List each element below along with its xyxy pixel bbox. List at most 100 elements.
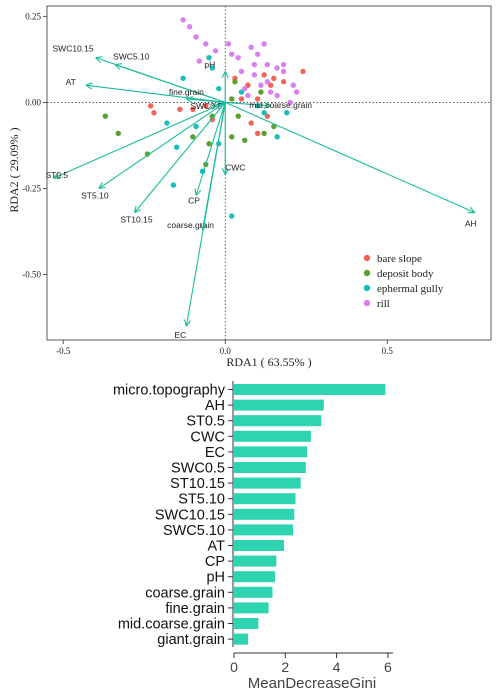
bar-category-label: coarse.grain bbox=[145, 585, 225, 601]
vector-arrowhead bbox=[186, 95, 194, 100]
vector-arrow bbox=[85, 84, 226, 103]
sample-point bbox=[271, 123, 277, 130]
sample-point bbox=[186, 23, 193, 30]
legend-swatch bbox=[363, 254, 371, 262]
vector-arrowhead bbox=[114, 64, 121, 70]
bar-category-label: CP bbox=[205, 554, 225, 570]
vector-arrowhead bbox=[195, 189, 202, 196]
sample-point bbox=[261, 72, 267, 78]
vector-label: SWC0.5 bbox=[190, 101, 222, 111]
sample-point bbox=[290, 82, 297, 88]
bar-category-label: SWC10.15 bbox=[155, 507, 225, 523]
bar-category-label: CWC bbox=[190, 429, 225, 445]
vector-arrowhead bbox=[185, 320, 191, 327]
sample-point bbox=[254, 51, 261, 57]
sample-point bbox=[245, 82, 251, 88]
vector-arrowhead bbox=[53, 172, 59, 179]
sample-point bbox=[225, 41, 232, 47]
x-axis-label: RDA1 ( 63.55% ) bbox=[226, 355, 311, 369]
vector-arrowhead bbox=[224, 168, 229, 175]
sample-point bbox=[177, 106, 183, 112]
bar bbox=[234, 555, 277, 567]
sample-point bbox=[148, 103, 154, 109]
sample-point bbox=[251, 61, 258, 68]
sample-point bbox=[267, 82, 274, 88]
vector-arrow bbox=[186, 98, 226, 103]
rda-axis-ticks: -0.5 0.0 0.5 0.25 0.00 -0.25 -0.50 bbox=[22, 11, 393, 356]
bar-category-label: AT bbox=[208, 539, 226, 555]
bar-category-label: fine.grain bbox=[165, 601, 225, 617]
legend-label: rill bbox=[377, 298, 390, 310]
sample-point bbox=[229, 213, 235, 219]
sample-point bbox=[193, 123, 199, 130]
sample-point bbox=[203, 103, 209, 109]
sample-point bbox=[170, 182, 177, 188]
sample-point bbox=[241, 85, 248, 92]
bar-category-label: mid.coarse.grain bbox=[118, 617, 225, 633]
vector-label: AT bbox=[66, 77, 76, 87]
bar-category-label: giant.grain bbox=[157, 632, 225, 648]
vector-label: mid.coarse.grain bbox=[249, 100, 312, 110]
legend-swatch bbox=[363, 299, 371, 307]
vector-label: EC bbox=[174, 330, 186, 340]
legend: bare slope deposit body ephermal gully rill bbox=[363, 253, 444, 310]
sample-point bbox=[235, 113, 241, 119]
vector-label: CP bbox=[188, 195, 200, 205]
sample-point bbox=[229, 51, 235, 57]
vector-arrowhead bbox=[95, 57, 101, 63]
environment-vectors: SWC10.15 SWC5.10 AT pH fine.grain SWC0.5 mid.c… bbox=[45, 44, 476, 341]
sample-point bbox=[284, 110, 290, 116]
vector-arrowhead bbox=[85, 84, 93, 90]
vector-arrowhead bbox=[183, 319, 187, 327]
sample-point bbox=[271, 75, 277, 82]
sample-point bbox=[203, 41, 209, 47]
sample-point bbox=[258, 82, 264, 88]
bar-x-tick-label: 0 bbox=[230, 659, 238, 675]
bars bbox=[234, 384, 386, 645]
vector-arrowhead bbox=[186, 98, 193, 104]
sample-point bbox=[151, 110, 157, 116]
bar bbox=[234, 415, 322, 427]
vector-arrowhead bbox=[224, 71, 229, 78]
vector-label: SWC10.15 bbox=[53, 44, 94, 54]
sample-point bbox=[254, 96, 261, 102]
y-axis-label: RDA2 ( 29.09% ) bbox=[7, 127, 21, 212]
sample-point bbox=[180, 17, 186, 23]
y-tick-label: -0.25 bbox=[22, 183, 41, 193]
x-tick-label: 0.5 bbox=[382, 346, 394, 356]
sample-point bbox=[248, 120, 254, 126]
sample-point bbox=[206, 54, 212, 61]
vector-label: CWC bbox=[225, 163, 245, 173]
bar-x-ticks: 0 2 4 6 bbox=[230, 653, 392, 675]
sample-point bbox=[274, 134, 280, 140]
gini-bar-chart: micro.topographyAHST0.5CWCECSWC0.5ST10.1… bbox=[113, 381, 393, 692]
x-tick-label: 0.0 bbox=[220, 346, 232, 356]
sample-point bbox=[232, 79, 238, 85]
vector-arrowhead bbox=[221, 168, 226, 175]
legend-label: bare slope bbox=[377, 253, 422, 265]
vector-arrow bbox=[114, 64, 226, 103]
sample-point bbox=[248, 44, 254, 51]
vector-label: fine.grain bbox=[169, 87, 204, 97]
legend-label: deposit body bbox=[377, 268, 434, 280]
bar bbox=[234, 618, 259, 629]
sample-point bbox=[254, 130, 261, 137]
y-tick-label: 0.00 bbox=[25, 97, 41, 107]
vector-arrowhead bbox=[264, 101, 271, 107]
sample-point bbox=[245, 92, 251, 99]
bar-x-axis-label: MeanDecreaseGini bbox=[248, 675, 376, 692]
sample-point bbox=[280, 61, 287, 68]
sample-point bbox=[287, 99, 293, 106]
bar bbox=[234, 508, 295, 520]
bar bbox=[234, 462, 306, 473]
rda-biplot: -0.5 0.0 0.50.250.00-0.25-0.50 SWC10.15SWC… bbox=[7, 5, 492, 369]
sample-point bbox=[180, 75, 186, 82]
vector-arrow bbox=[53, 101, 226, 179]
sample-points bbox=[102, 17, 306, 219]
sample-point bbox=[196, 58, 203, 64]
sample-point bbox=[293, 89, 300, 95]
vector-label: coarse.grain bbox=[167, 220, 214, 230]
x-tick-label: -0.5 bbox=[56, 346, 71, 356]
bar-category-label: micro.topography bbox=[113, 383, 226, 399]
sample-point bbox=[274, 65, 280, 71]
